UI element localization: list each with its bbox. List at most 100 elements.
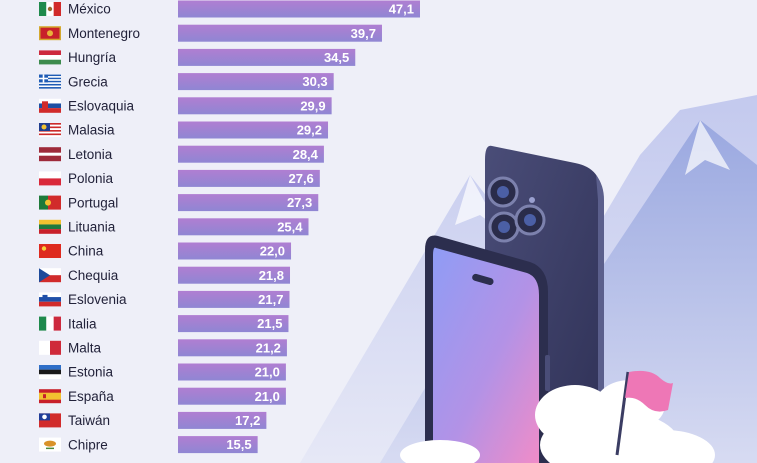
bar-row: Italia 21,5	[39, 315, 289, 333]
bar	[178, 24, 382, 42]
category-label: Grecia	[68, 74, 108, 89]
cloud-icon	[400, 380, 715, 463]
category-label: Polonia	[68, 171, 114, 186]
slovenia-flag-icon	[39, 292, 61, 307]
greece-flag-icon	[39, 74, 61, 89]
bar-row: Hungría 34,5	[39, 48, 356, 66]
value-label: 21,2	[256, 340, 281, 355]
bar-row: Chequia 21,8	[39, 266, 291, 284]
bar-row: Taiwán 17,2	[39, 411, 267, 429]
value-label: 27,6	[288, 171, 313, 186]
category-label: México	[68, 2, 111, 17]
malta-flag-icon	[39, 340, 61, 355]
bar	[178, 121, 329, 139]
category-label: Montenegro	[68, 26, 140, 41]
value-label: 28,4	[293, 147, 319, 162]
category-label: Letonia	[68, 147, 113, 162]
value-label: 34,5	[324, 50, 349, 65]
bar	[178, 411, 267, 429]
flag-pennant-icon	[615, 370, 673, 456]
bar	[178, 242, 292, 260]
value-label: 21,8	[259, 268, 284, 283]
bar-row: Portugal 27,3	[39, 194, 319, 212]
bar	[178, 290, 290, 308]
value-label: 22,0	[260, 244, 285, 259]
italy-flag-icon	[39, 316, 61, 331]
bar-row: China 22,0	[39, 242, 292, 260]
bar	[178, 218, 309, 236]
value-label: 21,0	[255, 365, 280, 380]
category-label: Malta	[68, 341, 102, 356]
value-label: 39,7	[351, 26, 376, 41]
bar	[178, 266, 291, 284]
category-label: Chequia	[68, 268, 119, 283]
taiwan-flag-icon	[39, 413, 61, 428]
bar	[178, 73, 334, 91]
bar	[178, 387, 286, 405]
value-label: 21,0	[255, 389, 280, 404]
category-label: Italia	[68, 316, 97, 331]
category-label: España	[68, 389, 114, 404]
value-label: 15,5	[226, 437, 251, 452]
value-label: 21,7	[258, 292, 283, 307]
bar	[178, 169, 320, 187]
bar-row: Chipre 15,5	[39, 436, 258, 454]
montenegro-flag-icon	[39, 26, 61, 41]
spain-flag-icon	[39, 389, 61, 404]
cyprus-flag-icon	[39, 437, 61, 452]
category-label: Eslovaquia	[68, 99, 135, 114]
bar-row: Lituania 25,4	[39, 218, 309, 236]
category-label: Lituania	[68, 220, 116, 235]
category-label: Malasia	[68, 123, 115, 138]
value-label: 29,9	[300, 98, 325, 113]
bar-row: Letonia 28,4	[39, 145, 324, 163]
lithuania-flag-icon	[39, 219, 61, 234]
category-label: Chipre	[68, 437, 108, 452]
bar	[178, 97, 332, 115]
bar	[178, 315, 289, 333]
category-label: Taiwán	[68, 413, 110, 428]
value-label: 29,2	[297, 123, 322, 138]
bar-row: Malasia 29,2	[39, 121, 329, 139]
hungary-flag-icon	[39, 50, 61, 65]
bar-row: Estonia 21,0	[39, 363, 286, 381]
malaysia-flag-icon	[39, 123, 61, 137]
value-label: 27,3	[287, 195, 312, 210]
bar-row: Eslovenia 21,7	[39, 290, 290, 308]
china-flag-icon	[39, 244, 61, 258]
bar-row: Polonia 27,6	[39, 169, 320, 187]
bar	[178, 339, 287, 357]
value-label: 17,2	[235, 413, 260, 428]
mexico-flag-icon	[39, 2, 61, 16]
category-label: Eslovenia	[68, 292, 127, 307]
czechia-flag-icon	[39, 268, 61, 283]
category-label: Estonia	[68, 365, 114, 380]
bar-row: Montenegro 39,7	[39, 24, 382, 42]
category-label: China	[68, 244, 104, 259]
category-label: Hungría	[68, 50, 117, 65]
estonia-flag-icon	[39, 365, 61, 379]
portugal-flag-icon	[39, 195, 61, 210]
bar-row: México 47,1	[39, 0, 420, 18]
slovakia-flag-icon	[39, 98, 61, 113]
value-label: 25,4	[277, 219, 303, 234]
value-label: 47,1	[389, 2, 414, 17]
bar	[178, 363, 286, 381]
value-label: 30,3	[302, 74, 327, 89]
bar	[178, 436, 258, 454]
bar	[178, 145, 324, 163]
bar-row: Grecia 30,3	[39, 73, 334, 91]
bar-row: España 21,0	[39, 387, 286, 405]
poland-flag-icon	[39, 171, 61, 186]
bar-row: Eslovaquia 29,9	[39, 97, 332, 115]
bar-row: Malta 21,2	[39, 339, 287, 357]
category-label: Portugal	[68, 195, 118, 210]
bar	[178, 0, 420, 18]
latvia-flag-icon	[39, 147, 61, 162]
smartphone-icon	[425, 145, 604, 463]
value-label: 21,5	[257, 316, 282, 331]
bar	[178, 194, 319, 212]
bar	[178, 48, 356, 66]
